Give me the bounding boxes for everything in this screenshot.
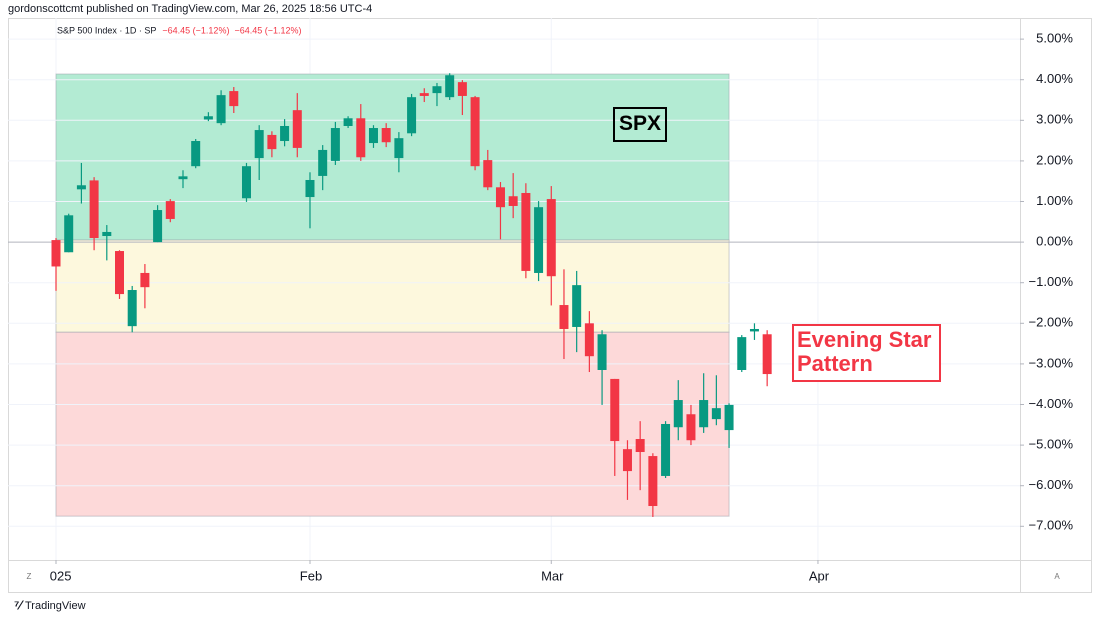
candle-body <box>280 125 290 142</box>
candle-body <box>394 138 404 159</box>
candle-body <box>572 285 582 327</box>
brand: TradingView <box>25 600 86 612</box>
x-tick-group: Feb <box>300 568 322 583</box>
y-tick-label: 0.00% <box>1036 234 1073 249</box>
candle-body <box>127 290 137 327</box>
brand-logo: ⁷⁄ <box>14 597 24 612</box>
candle-body <box>749 328 759 332</box>
candle-body <box>762 334 772 375</box>
candle-body <box>140 272 150 288</box>
candle-body <box>559 305 569 329</box>
change-label: −64.45 (−1.12%) <box>162 25 229 35</box>
candle-body <box>343 118 353 126</box>
candle-body <box>76 185 86 190</box>
candle-body <box>432 86 442 94</box>
candle-body <box>254 130 264 159</box>
x-tick-group: Mar <box>541 568 564 583</box>
symbol-label: S&P 500 Index · 1D · SP <box>57 25 156 35</box>
annotation-box <box>613 107 667 142</box>
candle-body <box>368 128 378 144</box>
control-button[interactable] <box>1049 569 1065 585</box>
candle-body <box>51 240 61 267</box>
candle-body <box>610 378 620 442</box>
candle-body <box>64 215 74 253</box>
control-button[interactable] <box>21 569 37 585</box>
candle-body <box>241 166 251 199</box>
candle-body <box>699 400 709 428</box>
zone <box>55 331 730 517</box>
y-tick-label: −3.00% <box>1029 355 1074 370</box>
candle-body <box>673 400 683 428</box>
candle-body <box>648 456 658 507</box>
candle-body <box>495 187 505 208</box>
y-tick-label: −6.00% <box>1029 477 1074 492</box>
byline: gordonscottcmt published on TradingView.… <box>8 3 372 15</box>
candle-body <box>102 231 112 237</box>
x-tick-label: Apr <box>809 568 830 583</box>
y-tick-label: −1.00% <box>1029 274 1074 289</box>
candle-body <box>165 201 175 219</box>
annotation-text: Evening Star <box>797 327 932 352</box>
candle-body <box>737 337 747 370</box>
change-label: −64.45 (−1.12%) <box>234 25 301 35</box>
x-tick-group: Apr <box>809 568 830 583</box>
annotation-text: SPX <box>619 112 661 135</box>
y-tick-label: 1.00% <box>1036 193 1073 208</box>
candle-body <box>153 210 163 243</box>
zone <box>55 239 730 333</box>
y-tick-label: 4.00% <box>1036 71 1073 86</box>
candle-body <box>470 97 480 167</box>
plot-area <box>8 38 1020 527</box>
y-tick-label: 5.00% <box>1036 31 1073 46</box>
candle-body <box>661 423 671 476</box>
candle-body <box>584 323 594 357</box>
candle-body <box>445 75 455 98</box>
candle-body <box>534 207 544 273</box>
candle-body <box>711 408 721 420</box>
y-tick-label: −2.00% <box>1029 315 1074 330</box>
y-tick-label: 3.00% <box>1036 112 1073 127</box>
candle-body <box>724 404 734 431</box>
candle-body <box>114 251 124 295</box>
x-tick-group: 2025 <box>43 568 72 583</box>
y-tick-label: −4.00% <box>1029 396 1074 411</box>
candle-body <box>216 95 226 124</box>
candle-body <box>521 192 531 271</box>
y-tick-label: −7.00% <box>1029 518 1074 533</box>
candle-body <box>178 176 188 180</box>
candle-body <box>267 134 277 150</box>
candle-body <box>508 196 518 206</box>
candle-body <box>419 93 429 96</box>
candle-body <box>407 97 417 134</box>
y-tick-label: 2.00% <box>1036 152 1073 167</box>
candle-body <box>597 334 607 370</box>
x-tick-label: Mar <box>541 568 564 583</box>
candle-body <box>89 180 99 239</box>
candle-body <box>330 128 340 161</box>
candle-body <box>203 116 213 120</box>
candle-body <box>292 110 302 148</box>
x-tick-label: 2025 <box>43 568 72 583</box>
control-label[interactable]: Z <box>27 572 32 581</box>
candle-body <box>546 199 556 277</box>
candle-body <box>483 160 493 188</box>
candle-body <box>318 149 328 176</box>
candle-body <box>686 414 696 441</box>
candle-body <box>191 141 201 167</box>
annotation-text: Pattern <box>797 351 873 376</box>
candle-body <box>356 118 366 158</box>
candle-body <box>229 91 239 107</box>
candle-body <box>622 449 632 472</box>
control-label[interactable]: A <box>1054 572 1060 581</box>
y-tick-label: −5.00% <box>1029 437 1074 452</box>
candle-body <box>457 82 467 96</box>
candle-body <box>305 179 315 198</box>
candle-body <box>635 439 645 453</box>
candle-body <box>381 128 391 143</box>
x-tick-label: Feb <box>300 568 322 583</box>
annotation-box <box>792 324 941 382</box>
